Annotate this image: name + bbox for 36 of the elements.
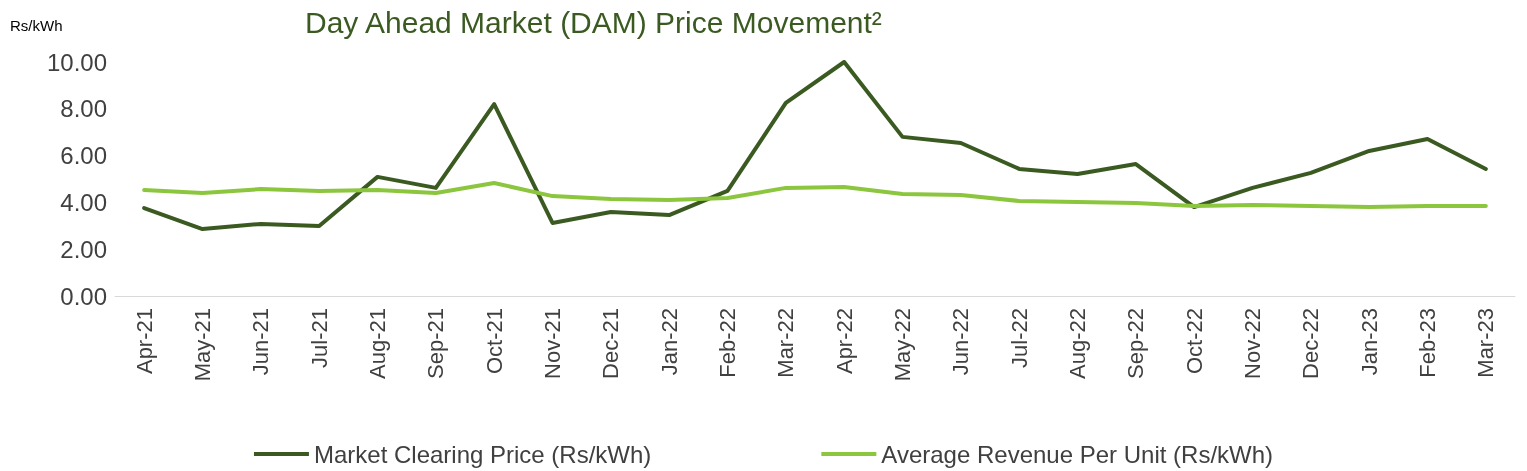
x-tick-label: Aug-21	[365, 308, 390, 379]
x-tick-label: Dec-21	[598, 308, 624, 379]
x-tick-label: Feb-22	[715, 308, 740, 378]
x-tick-label: Aug-22	[1065, 308, 1090, 379]
x-tick-label: May-22	[890, 308, 915, 382]
y-tick-label: 2.00	[60, 235, 107, 263]
x-tick-label: Oct-21	[481, 308, 507, 375]
legend-label: Average Revenue Per Unit (Rs/kWh)	[881, 440, 1274, 468]
y-tick-label: 10.00	[46, 48, 107, 76]
x-tick-label: Sep-22	[1123, 308, 1149, 379]
y-tick-label: 0.00	[60, 282, 107, 310]
x-tick-label: Mar-23	[1473, 308, 1499, 378]
x-tick-label: Nov-21	[540, 308, 565, 379]
x-tick-label: Jul-22	[1006, 308, 1032, 368]
x-tick-label: May-21	[190, 308, 215, 382]
y-axis-title: Rs/kWh	[10, 17, 63, 34]
x-tick-label: Apr-22	[831, 308, 857, 375]
x-tick-label: Jan-22	[656, 308, 682, 376]
legend-label: Market Clearing Price (Rs/kWh)	[313, 440, 652, 468]
y-tick-label: 6.00	[60, 142, 107, 170]
x-tick-label: Sep-21	[423, 308, 449, 379]
x-tick-label: Dec-22	[1298, 308, 1324, 379]
x-tick-label: Feb-23	[1415, 308, 1440, 378]
x-tick-label: Mar-22	[773, 308, 799, 378]
line-series	[142, 60, 1488, 232]
x-tick-label: Jun-21	[248, 308, 274, 376]
x-tick-label: Nov-22	[1240, 308, 1265, 379]
x-tick-label: Jan-23	[1356, 308, 1382, 376]
x-tick-label: Apr-21	[131, 308, 157, 375]
chart-title: Day Ahead Market (DAM) Price Movement²	[305, 5, 882, 39]
x-tick-label: Oct-22	[1181, 308, 1207, 375]
line-series	[142, 180, 1488, 210]
x-tick-label: Jun-22	[948, 308, 974, 376]
y-tick-label: 4.00	[60, 188, 107, 216]
y-tick-label: 8.00	[60, 95, 107, 123]
x-tick-label: Jul-21	[306, 308, 332, 368]
